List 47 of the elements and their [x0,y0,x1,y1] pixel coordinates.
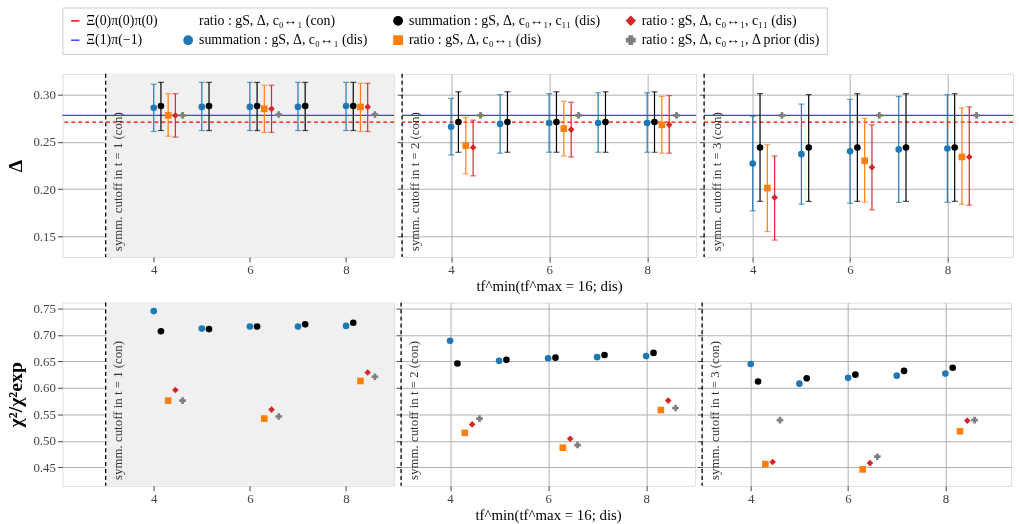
legend-label: summation : gS, Δ, c₀↔₁, c₁₁ (dis) [408,12,601,29]
y-axis-title: Δ [3,159,26,173]
annotation: symm. cutoff in t = 3 (con) [709,112,724,252]
y-tick-label: 0.25 [33,135,56,150]
x-tick-label: 4 [151,492,159,507]
x-tick-label: 8 [343,263,350,278]
x-axis-title: tf^min(tf^max = 16; dis) [476,278,623,296]
annotation: symm. cutoff in t = 1 (con) [111,112,126,252]
x-tick-label: 6 [247,492,255,507]
annotation: symm. cutoff in t = 2 (con) [407,112,422,252]
x-tick-label: 8 [944,263,952,278]
y-tick-label: 0.70 [33,328,56,343]
legend-label: ratio : gS, Δ, c₀↔₁, Δ prior (dis) [641,32,820,49]
y-tick-label: 0.15 [33,229,56,244]
y-tick-label: 0.45 [33,460,56,475]
x-tick-label: 8 [343,492,350,507]
y-tick-label: 0.30 [33,88,56,103]
y-tick-label: 0.20 [33,182,56,197]
x-tick-label: 4 [750,263,758,278]
x-tick-label: 4 [447,492,455,507]
annotation: symm. cutoff in t = 3 (con) [707,341,722,480]
y-tick-label: 0.75 [33,301,56,316]
annotation: symm. cutoff in t = 1 (con) [111,341,126,480]
text: ratio : gS, Δ, c₀↔₁ (con) [199,12,336,29]
legend-label: Ξ(0)π(0)π(0) [86,12,158,29]
x-axis-title: tf^min(tf^max = 16; dis) [475,506,622,524]
x-tick-label: 6 [845,492,853,507]
legend-label: ratio : gS, Δ, c₀↔₁, c₁₁ (dis) [641,12,797,29]
x-tick-label: 6 [847,263,855,278]
y-tick-label: 0.50 [33,434,56,449]
legend-label: summation : gS, Δ, c₀↔₁ (dis) [199,32,368,49]
annotation: symm. cutoff in t = 2 (con) [406,341,421,480]
y-tick-label: 0.65 [33,354,56,369]
x-tick-label: 4 [748,492,756,507]
y-tick-label: 0.55 [33,407,56,422]
x-tick-label: 8 [942,492,950,507]
legend-label: ratio : gS, Δ, c₀↔₁ (dis) [408,32,542,49]
x-tick-label: 6 [545,492,553,507]
x-tick-label: 8 [643,492,650,507]
legend-label: Ξ(1)π(−1) [86,32,143,49]
y-tick-label: 0.60 [33,381,56,396]
x-tick-label: 4 [448,263,456,278]
y-axis-title: χ²/χ²exp [3,362,26,429]
x-tick-label: 6 [247,263,255,278]
x-tick-label: 6 [546,263,554,278]
x-tick-label: 4 [151,263,159,278]
x-tick-label: 8 [644,263,651,278]
